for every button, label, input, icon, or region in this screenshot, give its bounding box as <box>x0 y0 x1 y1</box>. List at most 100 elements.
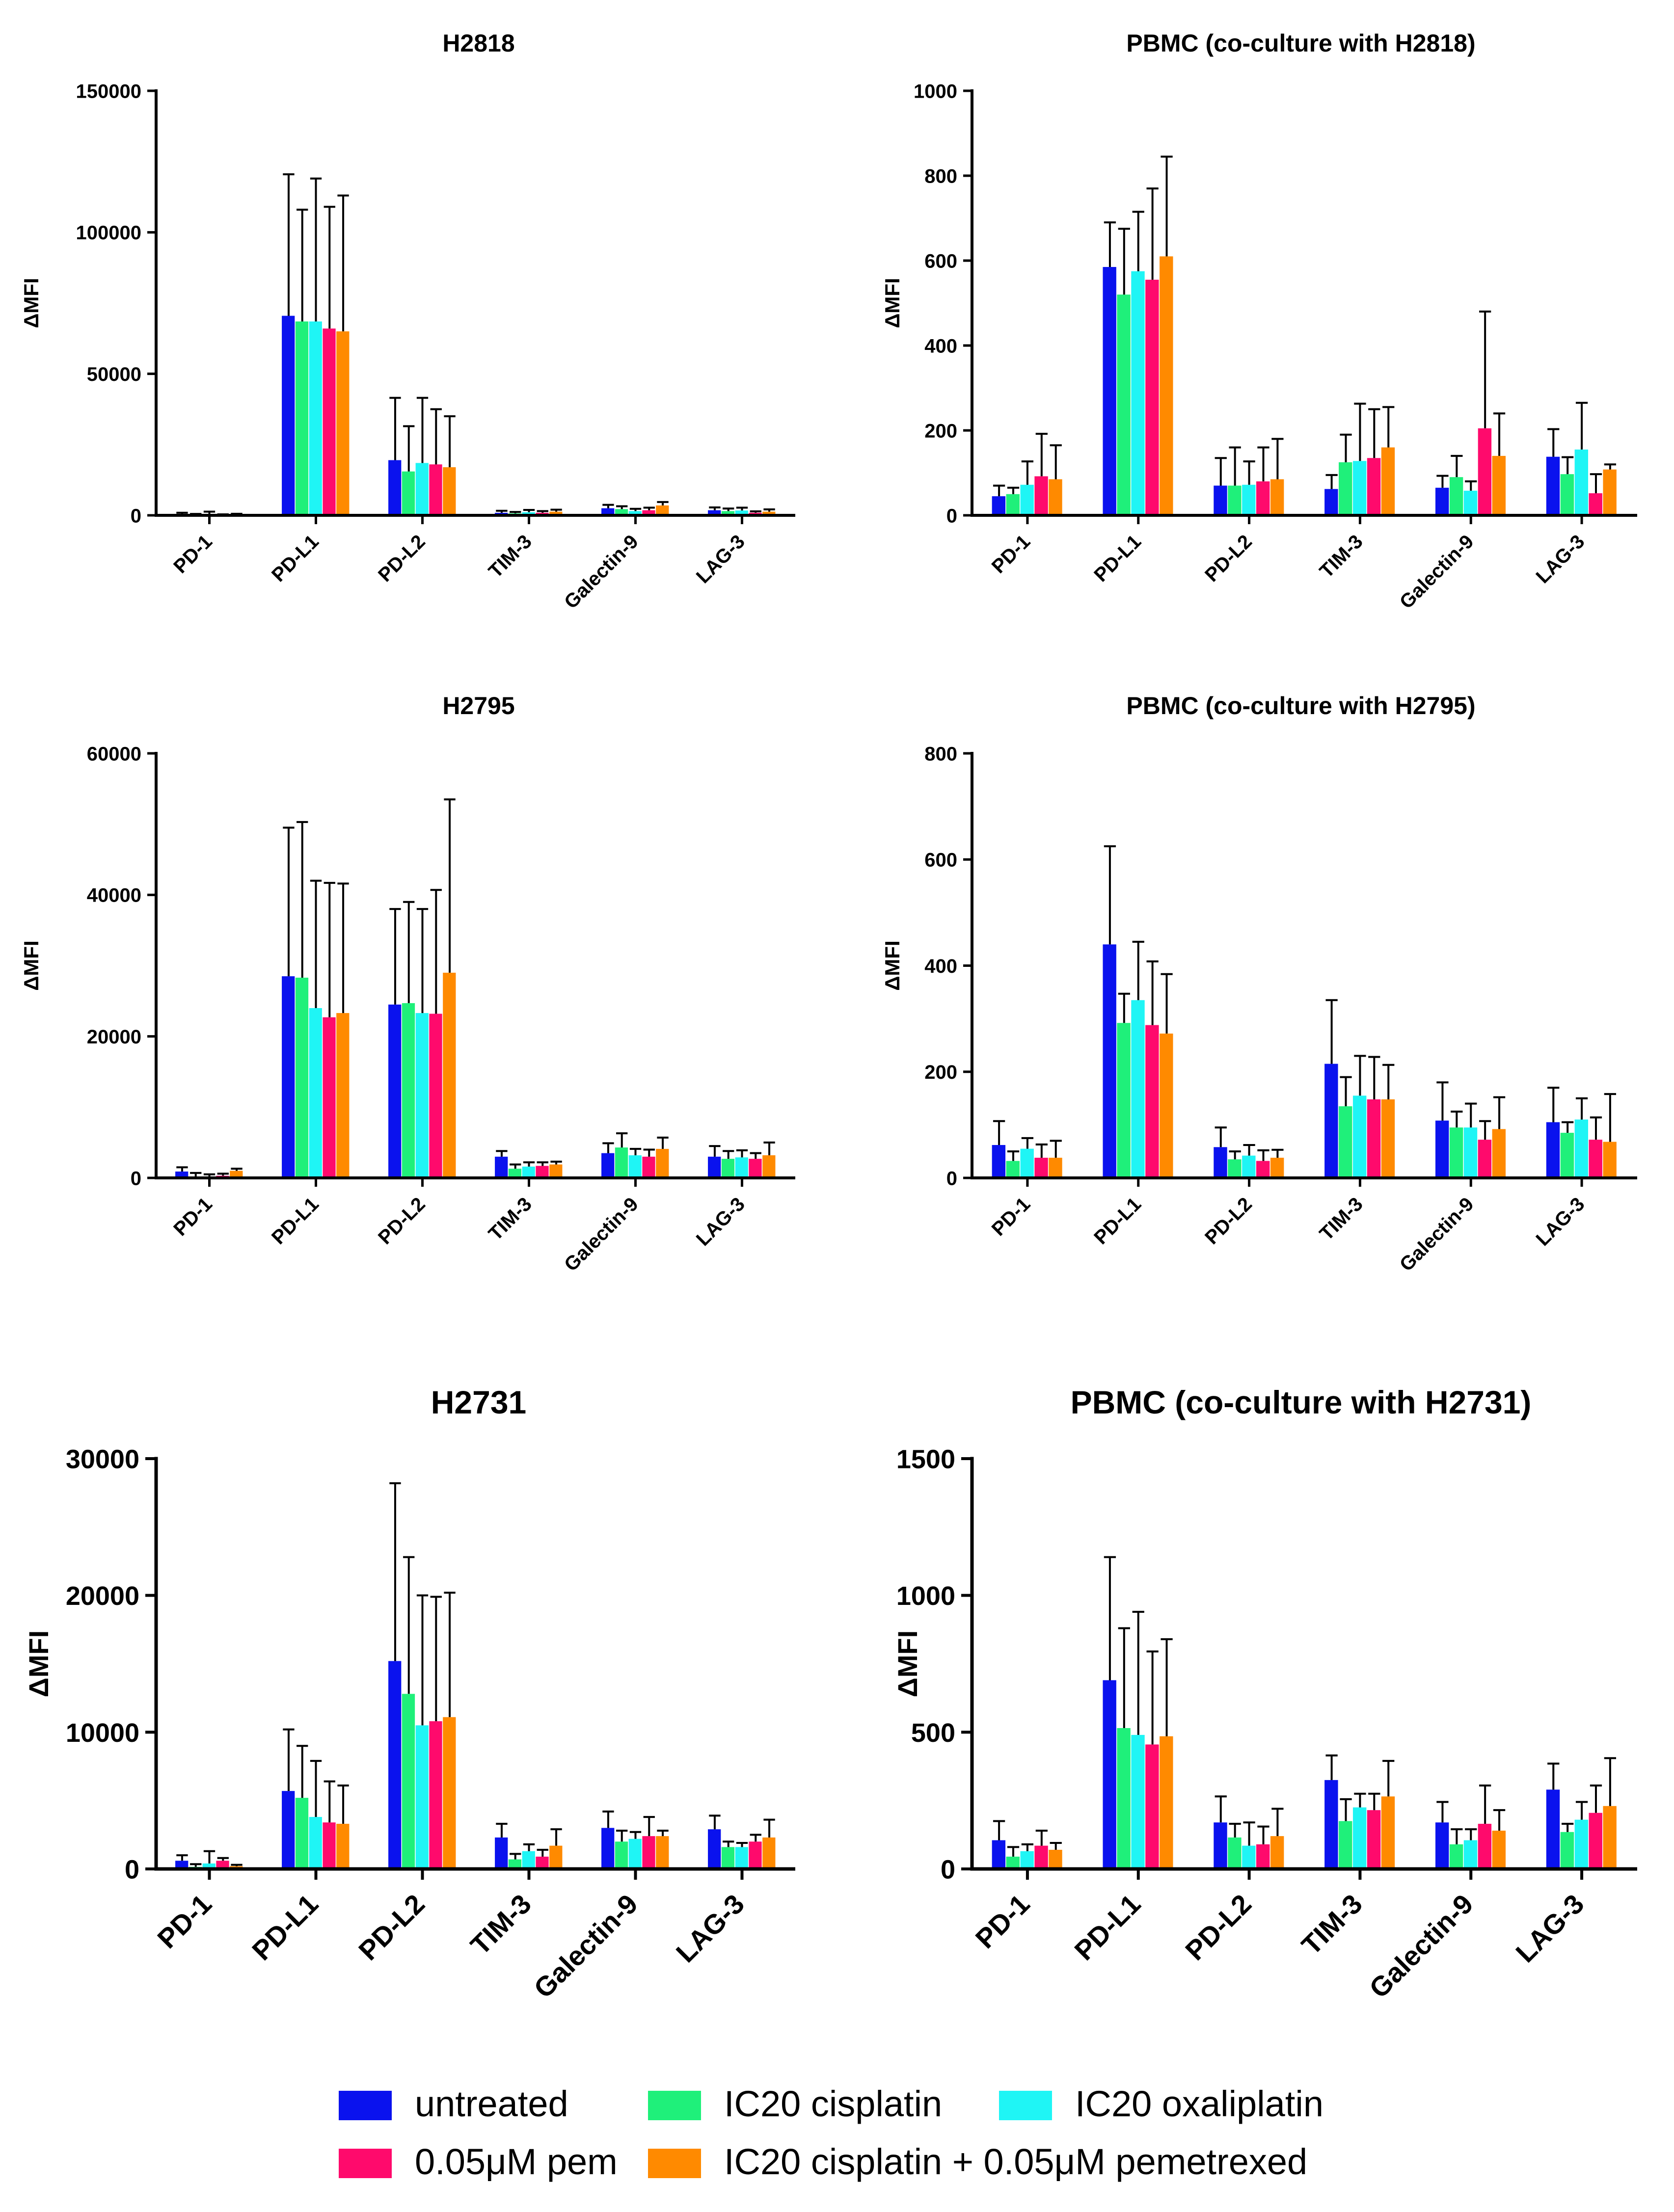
bar-tim-3-ic20-oxaliplatin <box>1352 1095 1367 1178</box>
bar-tim-3-ic20-oxaliplatin <box>522 512 535 515</box>
bar-lag-3-ic20-cisplatin-0-05-m-pemetrexed <box>762 511 776 515</box>
bar-tim-3-ic20-cisplatin <box>1339 1106 1352 1178</box>
bar-tim-3-ic20-cisplatin-0-05-m-pemetrexed <box>549 511 563 515</box>
y-tick-label: 0 <box>941 1855 955 1884</box>
bar-galectin-9-ic20-cisplatin-0-05-m-pemetrexed <box>1492 455 1506 515</box>
bar-pd-l1-ic20-cisplatin-0-05-m-pemetrexed <box>336 1824 350 1869</box>
bar-galectin-9-ic20-oxaliplatin <box>628 1155 642 1178</box>
y-tick-label: 0 <box>131 505 141 527</box>
bar-lag-3-ic20-oxaliplatin <box>735 1157 748 1178</box>
bar-tim-3-ic20-cisplatin <box>1339 462 1352 515</box>
y-tick-label: 0 <box>131 1168 141 1189</box>
bar-pd-l2-untreated <box>388 1661 402 1869</box>
bar-galectin-9-0-05-m-pem <box>1478 1140 1492 1178</box>
bar-tim-3-untreated <box>495 1156 508 1178</box>
bar-pd-1-ic20-cisplatin <box>1006 1856 1020 1869</box>
chart-title: H2731 <box>431 1384 527 1420</box>
bar-pd-l1-ic20-cisplatin <box>295 1798 309 1869</box>
bar-tim-3-untreated <box>495 1837 508 1869</box>
bar-pd-1-untreated <box>992 496 1006 515</box>
bar-pd-1-ic20-cisplatin <box>1006 494 1020 515</box>
legend-entry-cisplatin-pemetrexed: IC20 cisplatin + 0.05μM pemetrexed <box>648 2141 1307 2182</box>
bar-pd-1-0-05-m-pem <box>216 1861 229 1869</box>
bar-galectin-9-ic20-cisplatin <box>615 1147 628 1178</box>
bar-lag-3-ic20-cisplatin-0-05-m-pemetrexed <box>1603 1142 1617 1178</box>
bar-tim-3-ic20-cisplatin <box>508 1859 522 1869</box>
bar-pd-1-ic20-oxaliplatin <box>202 1863 216 1869</box>
bar-lag-3-untreated <box>1546 1122 1560 1178</box>
bar-pd-l1-ic20-oxaliplatin <box>309 321 322 515</box>
y-tick-label: 150000 <box>76 80 141 102</box>
bar-pd-l1-ic20-cisplatin <box>1117 1023 1131 1178</box>
bar-galectin-9-0-05-m-pem <box>1478 1824 1492 1869</box>
bar-tim-3-0-05-m-pem <box>1367 1810 1381 1869</box>
bar-pd-l1-ic20-cisplatin <box>295 321 309 515</box>
legend-entry-ic20-oxaliplatin: IC20 oxaliplatin <box>999 2083 1323 2124</box>
chart-title: PBMC (co-culture with H2795) <box>1126 692 1475 720</box>
bar-lag-3-ic20-cisplatin-0-05-m-pemetrexed <box>762 1837 776 1869</box>
chart-title: PBMC (co-culture with H2731) <box>1071 1384 1532 1420</box>
bar-pd-l2-0-05-m-pem <box>429 464 442 515</box>
bar-tim-3-0-05-m-pem <box>536 1166 549 1178</box>
bar-pd-l2-ic20-oxaliplatin <box>1242 1845 1256 1869</box>
legend: untreated IC20 cisplatin IC20 oxaliplati… <box>339 2083 1323 2182</box>
legend-label-pem: 0.05μM pem <box>415 2141 618 2182</box>
bar-pd-l2-0-05-m-pem <box>1256 1161 1270 1178</box>
bar-pd-l1-0-05-m-pem <box>323 1822 336 1869</box>
bar-pd-l1-untreated <box>282 976 295 1178</box>
bar-tim-3-ic20-cisplatin-0-05-m-pemetrexed <box>1381 1796 1395 1869</box>
bar-galectin-9-0-05-m-pem <box>1478 428 1492 515</box>
bar-pd-l1-ic20-oxaliplatin <box>1131 1000 1145 1178</box>
bar-lag-3-untreated <box>708 1156 721 1178</box>
bar-pd-l2-ic20-cisplatin <box>1228 485 1242 515</box>
y-tick-label: 0 <box>125 1855 139 1884</box>
y-tick-label: 200 <box>924 420 957 442</box>
bar-pd-l2-ic20-cisplatin <box>1228 1159 1242 1178</box>
bar-pd-l1-0-05-m-pem <box>1145 1025 1159 1178</box>
bar-pd-l2-0-05-m-pem <box>1256 1844 1270 1869</box>
bar-lag-3-0-05-m-pem <box>1589 1140 1602 1178</box>
legend-label-ic20-oxaliplatin: IC20 oxaliplatin <box>1075 2083 1323 2124</box>
bars <box>175 1482 776 1869</box>
bar-pd-l1-0-05-m-pem <box>323 328 336 515</box>
bar-lag-3-0-05-m-pem <box>749 1841 762 1869</box>
bar-galectin-9-ic20-cisplatin-0-05-m-pemetrexed <box>656 1148 669 1178</box>
bar-galectin-9-ic20-oxaliplatin <box>1463 1127 1478 1178</box>
bar-pd-1-0-05-m-pem <box>1034 1157 1048 1178</box>
bar-pd-l1-untreated <box>1103 1680 1116 1869</box>
bar-pd-l2-untreated <box>1214 1147 1227 1178</box>
bar-pd-1-ic20-cisplatin <box>1006 1161 1020 1178</box>
bar-pd-l1-0-05-m-pem <box>1145 279 1159 515</box>
bar-lag-3-ic20-oxaliplatin <box>1574 1819 1589 1869</box>
bar-tim-3-ic20-cisplatin <box>508 1169 522 1178</box>
bars <box>175 798 776 1178</box>
y-tick-label: 1000 <box>896 1581 955 1611</box>
y-axis-label: ΔMFI <box>881 278 904 328</box>
bar-tim-3-ic20-oxaliplatin <box>1352 1807 1367 1869</box>
y-tick-label: 500 <box>911 1718 955 1748</box>
bar-galectin-9-ic20-cisplatin <box>1449 1844 1463 1869</box>
bar-pd-1-untreated <box>992 1840 1006 1869</box>
y-tick-label: 0 <box>946 505 957 527</box>
bar-lag-3-untreated <box>708 510 721 515</box>
bar-galectin-9-ic20-cisplatin-0-05-m-pemetrexed <box>656 1836 669 1869</box>
bar-lag-3-ic20-cisplatin <box>721 1159 735 1178</box>
bar-pd-l1-0-05-m-pem <box>323 1017 336 1178</box>
bar-pd-l1-ic20-oxaliplatin <box>1131 271 1145 515</box>
legend-label-untreated: untreated <box>415 2083 568 2124</box>
bar-pd-l2-ic20-cisplatin-0-05-m-pemetrexed <box>1270 479 1284 515</box>
bar-pd-l1-ic20-cisplatin-0-05-m-pemetrexed <box>1160 1736 1173 1869</box>
bar-tim-3-untreated <box>1324 1780 1338 1869</box>
bar-lag-3-untreated <box>1546 456 1560 515</box>
y-tick-label: 400 <box>924 956 957 977</box>
y-tick-label: 800 <box>924 165 957 187</box>
bar-tim-3-ic20-cisplatin-0-05-m-pemetrexed <box>549 1164 563 1178</box>
y-axis-label: ΔMFI <box>20 940 43 991</box>
legend-swatch-ic20-cisplatin <box>648 2091 701 2120</box>
bar-galectin-9-ic20-oxaliplatin <box>1463 490 1478 515</box>
bar-pd-l2-untreated <box>388 1004 402 1178</box>
y-tick-label: 60000 <box>87 743 141 765</box>
bar-pd-l1-ic20-cisplatin-0-05-m-pemetrexed <box>1160 1033 1173 1178</box>
legend-swatch-cisplatin-pemetrexed <box>648 2149 701 2178</box>
bar-galectin-9-ic20-oxaliplatin <box>628 511 642 515</box>
